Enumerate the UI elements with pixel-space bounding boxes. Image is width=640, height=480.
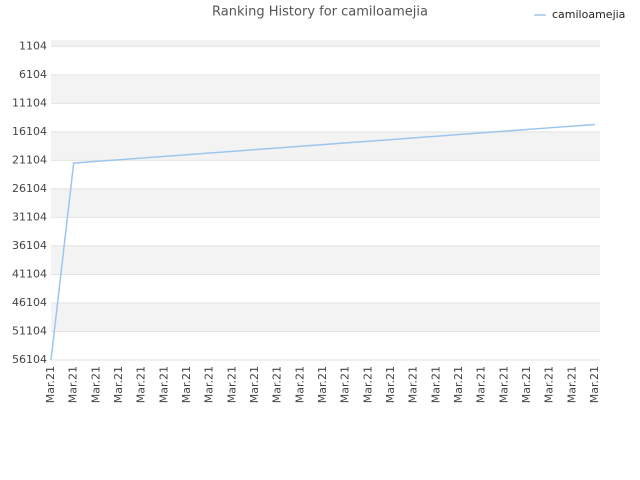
y-tick-label: 11104 bbox=[12, 96, 47, 109]
grid-band bbox=[51, 131, 600, 161]
grid-band bbox=[51, 74, 600, 104]
grid-band bbox=[51, 188, 600, 218]
y-tick-label: 56104 bbox=[12, 353, 47, 366]
y-tick-label: 21104 bbox=[12, 153, 47, 166]
x-tick-label: Mar.21 bbox=[203, 366, 216, 403]
x-tick-label: Mar.21 bbox=[271, 366, 284, 403]
x-tick-label: Mar.21 bbox=[497, 366, 510, 403]
grid-band bbox=[51, 245, 600, 275]
x-tick-label: Mar.21 bbox=[316, 366, 329, 403]
y-tick-label: 41104 bbox=[12, 267, 47, 280]
x-tick-label: Mar.21 bbox=[475, 366, 488, 403]
grid-band bbox=[51, 302, 600, 332]
grid-band bbox=[51, 40, 600, 47]
x-tick-label: Mar.21 bbox=[452, 366, 465, 403]
x-tick-label: Mar.21 bbox=[520, 366, 533, 403]
x-tick-label: Mar.21 bbox=[293, 366, 306, 403]
x-tick-label: Mar.21 bbox=[565, 366, 578, 403]
x-tick-label: Mar.21 bbox=[157, 366, 170, 403]
y-tick-label: 16104 bbox=[12, 125, 47, 138]
x-tick-label: Mar.21 bbox=[543, 366, 556, 403]
legend-label: camiloamejia bbox=[552, 8, 625, 21]
x-tick-label: Mar.21 bbox=[407, 366, 420, 403]
y-tick-label: 46104 bbox=[12, 296, 47, 309]
chart-title: Ranking History for camiloamejia bbox=[212, 5, 428, 20]
y-tick-label: 26104 bbox=[12, 182, 47, 195]
y-tick-label: 36104 bbox=[12, 239, 47, 252]
x-tick-label: Mar.21 bbox=[588, 366, 601, 403]
y-tick-label: 31104 bbox=[12, 210, 47, 223]
x-tick-label: Mar.21 bbox=[89, 366, 102, 403]
x-tick-label: Mar.21 bbox=[339, 366, 352, 403]
x-tick-label: Mar.21 bbox=[361, 366, 374, 403]
x-tick-label: Mar.21 bbox=[384, 366, 397, 403]
x-tick-label: Mar.21 bbox=[180, 366, 193, 403]
y-tick-label: 1104 bbox=[19, 39, 47, 52]
x-tick-label: Mar.21 bbox=[44, 366, 57, 403]
x-tick-label: Mar.21 bbox=[135, 366, 148, 403]
x-tick-label: Mar.21 bbox=[248, 366, 261, 403]
x-tick-label: Mar.21 bbox=[112, 366, 125, 403]
x-tick-label: Mar.21 bbox=[67, 366, 80, 403]
series-line bbox=[50, 123, 596, 361]
x-tick-label: Mar.21 bbox=[429, 366, 442, 403]
x-tick-label: Mar.21 bbox=[225, 366, 238, 403]
y-tick-label: 6104 bbox=[19, 68, 47, 81]
y-tick-label: 51104 bbox=[12, 324, 47, 337]
